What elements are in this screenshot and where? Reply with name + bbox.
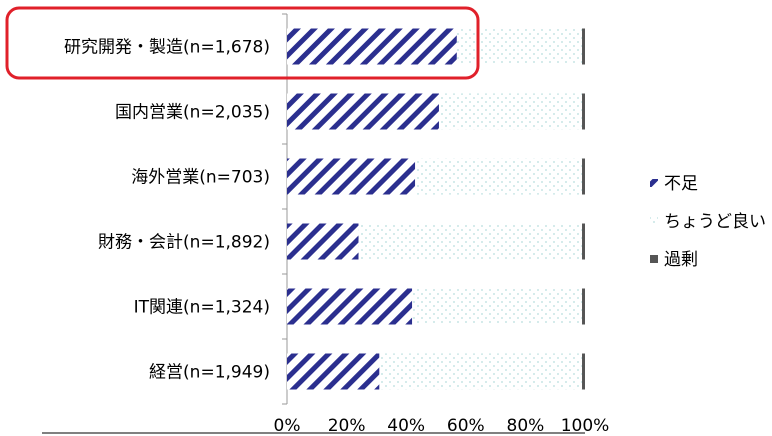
bar-segment-0-2 (287, 158, 416, 195)
x-tick-label: 40% (387, 416, 425, 436)
bar-segment-2-5 (582, 353, 585, 390)
category-label: 経営(n=1,949) (149, 363, 270, 383)
bar-segment-1-3 (358, 223, 583, 260)
legend-swatch-1 (650, 217, 658, 225)
bar-segment-2-2 (582, 158, 585, 195)
bar-segment-0-1 (287, 93, 439, 130)
bar-segment-1-2 (415, 158, 583, 195)
bar-segment-1-0 (456, 28, 583, 65)
legend-swatch-2 (650, 255, 658, 263)
legend-label: ちょうど良い (664, 212, 766, 232)
bar-segment-0-3 (287, 223, 359, 260)
highlight-frame (5, 6, 480, 80)
bar-segment-2-0 (582, 28, 585, 65)
bar-layer (287, 28, 585, 390)
bar-segment-0-0 (287, 28, 457, 65)
bar-segment-1-1 (438, 93, 583, 130)
legend-label: 不足 (664, 174, 698, 194)
x-tick-label: 80% (507, 416, 545, 436)
legend-swatch-0 (650, 179, 658, 187)
legend-label: 過剰 (664, 250, 698, 270)
x-tick-label: 60% (447, 416, 485, 436)
category-label: 研究開発・製造(n=1,678) (64, 38, 270, 58)
label-layer: 研究開発・製造(n=1,678) 国内営業(n=2,035) 海外営業(n=703)… (64, 38, 609, 436)
bar-segment-2-1 (582, 93, 585, 130)
category-label: 財務・会計(n=1,892) (98, 233, 270, 253)
highlight-layer (5, 6, 480, 80)
bar-segment-1-5 (379, 353, 583, 390)
x-tick-label: 100% (561, 416, 610, 436)
category-label: IT関連(n=1,324) (134, 298, 270, 318)
category-label: 海外営業(n=703) (131, 168, 270, 188)
bar-segment-0-4 (287, 288, 413, 325)
bar-segment-0-5 (287, 353, 380, 390)
bar-segment-2-3 (582, 223, 585, 260)
x-tick-label: 0% (274, 416, 301, 436)
bar-segment-2-4 (582, 288, 585, 325)
bar-segment-1-4 (412, 288, 583, 325)
x-tick-label: 20% (328, 416, 366, 436)
category-label: 国内営業(n=2,035) (115, 103, 270, 123)
